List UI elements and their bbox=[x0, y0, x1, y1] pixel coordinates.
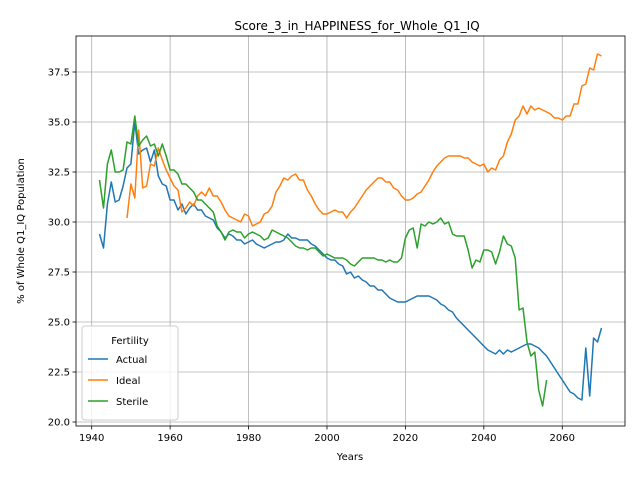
y-tick-label: 30.0 bbox=[48, 218, 70, 229]
y-tick-label: 37.5 bbox=[48, 68, 70, 79]
x-tick-label: 2000 bbox=[314, 433, 339, 444]
plot-area bbox=[98, 53, 603, 407]
x-tick-label: 2040 bbox=[471, 433, 496, 444]
series-line-sterile bbox=[98, 115, 548, 407]
legend-label-ideal: Ideal bbox=[116, 376, 140, 387]
y-tick-label: 27.5 bbox=[48, 268, 70, 279]
y-axis-label: % of Whole Q1_IQ Population bbox=[16, 158, 27, 304]
y-tick-label: 20.0 bbox=[48, 418, 70, 429]
x-axis-ticks: 1940 1960 1980 2000 2020 2040 2060 bbox=[79, 426, 575, 444]
x-tick-label: 2060 bbox=[550, 433, 575, 444]
x-tick-label: 1980 bbox=[236, 433, 261, 444]
legend-box bbox=[81, 325, 179, 421]
series-line-actual bbox=[98, 121, 603, 401]
chart-title: Score_3_in_HAPPINESS_for_Whole_Q1_IQ bbox=[234, 19, 479, 33]
x-axis-label: Years bbox=[336, 452, 363, 463]
legend-title: Fertility bbox=[111, 336, 149, 347]
axes-frame bbox=[75, 35, 626, 427]
x-tick-label: 1940 bbox=[79, 433, 104, 444]
series-line-ideal bbox=[126, 53, 602, 227]
legend-label-sterile: Sterile bbox=[116, 397, 148, 408]
y-tick-label: 35.0 bbox=[48, 118, 70, 129]
x-tick-label: 2020 bbox=[393, 433, 418, 444]
y-axis-ticks: 20.0 22.5 25.0 27.5 30.0 32.5 35.0 37.5 bbox=[48, 68, 76, 429]
legend-label-actual: Actual bbox=[116, 355, 147, 366]
legend: Fertility Actual Ideal Sterile bbox=[81, 325, 179, 421]
y-tick-label: 22.5 bbox=[48, 368, 70, 379]
y-tick-label: 32.5 bbox=[48, 168, 70, 179]
x-tick-label: 1960 bbox=[157, 433, 182, 444]
y-tick-label: 25.0 bbox=[48, 318, 70, 329]
